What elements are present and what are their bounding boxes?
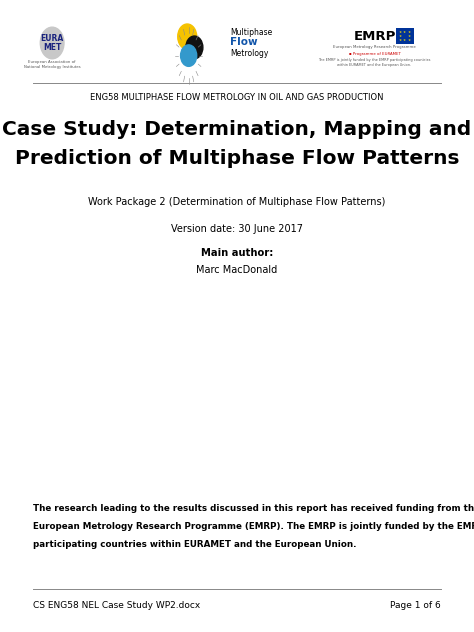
Circle shape <box>40 27 64 59</box>
Text: European Metrology Research Programme (EMRP). The EMRP is jointly funded by the : European Metrology Research Programme (E… <box>33 522 474 531</box>
Text: Multiphase: Multiphase <box>230 28 272 37</box>
Text: The EMRP is jointly funded by the EMRP participating countries: The EMRP is jointly funded by the EMRP p… <box>318 58 431 62</box>
Text: ★: ★ <box>408 30 411 34</box>
Text: ★: ★ <box>399 34 402 38</box>
Circle shape <box>186 36 203 59</box>
Text: European Metrology Research Programme: European Metrology Research Programme <box>333 46 416 49</box>
Text: ★: ★ <box>408 34 411 38</box>
Text: ★: ★ <box>403 38 406 42</box>
Text: The research leading to the results discussed in this report has received fundin: The research leading to the results disc… <box>33 504 474 513</box>
Text: ★: ★ <box>403 30 406 34</box>
Text: EURA
MET: EURA MET <box>40 33 64 52</box>
Text: Prediction of Multiphase Flow Patterns: Prediction of Multiphase Flow Patterns <box>15 149 459 167</box>
Text: Version date: 30 June 2017: Version date: 30 June 2017 <box>171 224 303 234</box>
FancyBboxPatch shape <box>396 28 414 44</box>
Text: ★: ★ <box>399 30 402 34</box>
Text: ★: ★ <box>399 38 402 42</box>
Text: ▪ Programme of EURAMET: ▪ Programme of EURAMET <box>348 52 401 56</box>
Text: ENG58 MULTIPHASE FLOW METROLOGY IN OIL AND GAS PRODUCTION: ENG58 MULTIPHASE FLOW METROLOGY IN OIL A… <box>90 94 384 102</box>
Text: Case Study: Determination, Mapping and: Case Study: Determination, Mapping and <box>2 120 472 139</box>
Text: CS ENG58 NEL Case Study WP2.docx: CS ENG58 NEL Case Study WP2.docx <box>33 601 201 610</box>
Text: Main author:: Main author: <box>201 248 273 258</box>
Text: participating countries within EURAMET and the European Union.: participating countries within EURAMET a… <box>33 540 356 549</box>
Text: Work Package 2 (Determination of Multiphase Flow Patterns): Work Package 2 (Determination of Multiph… <box>88 197 386 207</box>
Text: within EURAMET and the European Union.: within EURAMET and the European Union. <box>337 63 411 67</box>
Text: ★: ★ <box>408 38 411 42</box>
Circle shape <box>178 24 197 49</box>
Text: Flow: Flow <box>230 37 257 47</box>
Text: European Association of
National Metrology Institutes: European Association of National Metrolo… <box>24 60 81 69</box>
Text: Page 1 of 6: Page 1 of 6 <box>390 601 441 610</box>
Text: Marc MacDonald: Marc MacDonald <box>196 265 278 275</box>
Circle shape <box>181 45 197 66</box>
Text: EMRP: EMRP <box>353 30 396 43</box>
Text: Metrology: Metrology <box>230 49 268 58</box>
